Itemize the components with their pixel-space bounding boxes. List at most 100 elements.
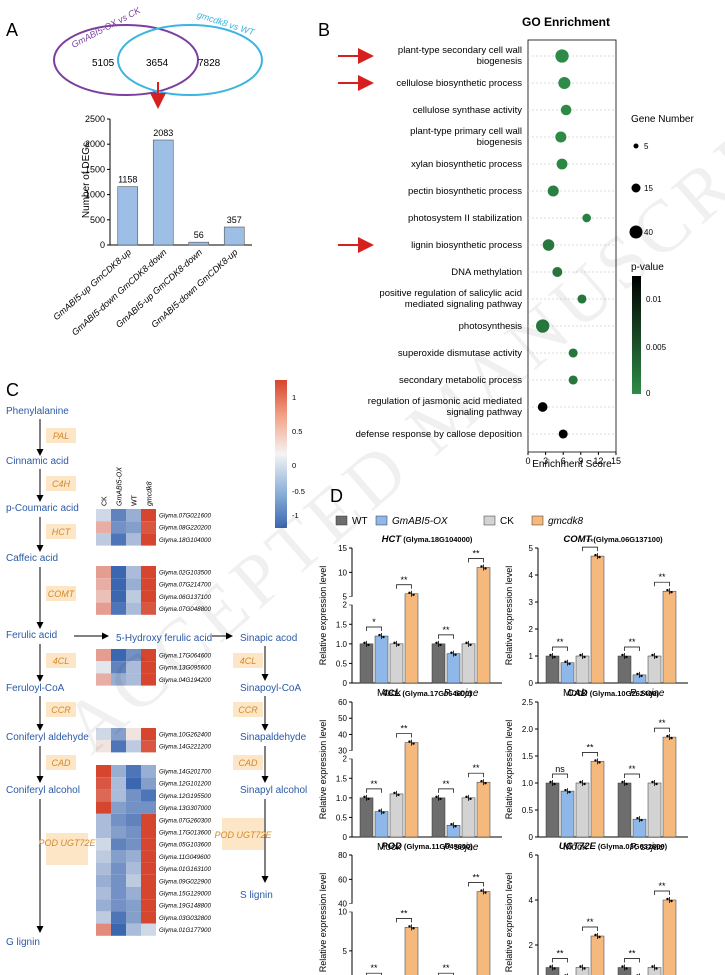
heatmap-cell bbox=[141, 649, 156, 662]
qpcr-sig-label: ** bbox=[628, 764, 636, 774]
heatmap-cell bbox=[111, 649, 126, 662]
enzyme-label: C4H bbox=[52, 479, 71, 489]
qpcr-group-label: Mock bbox=[563, 688, 588, 699]
venn-left-count: 5105 bbox=[92, 58, 115, 69]
go-term-line: pectin biosynthetic process bbox=[408, 186, 522, 197]
go-term-line: superoxide dismutase activity bbox=[398, 348, 522, 359]
qpcr-bar bbox=[662, 736, 677, 838]
go-bubble-chart: GO Enrichment Enrichment Score Gene Numb… bbox=[338, 15, 694, 470]
heatmap-gene-label: Glyma.04G194200 bbox=[159, 677, 211, 684]
qpcr-gene-paren: ) bbox=[469, 689, 472, 698]
qpcr-ylabel: Relative expression level bbox=[504, 873, 514, 973]
qpcr-ytick-label: 2 bbox=[343, 755, 348, 764]
compound-label: Cinnamic acid bbox=[6, 456, 69, 467]
qpcr-ytick-label: 2 bbox=[529, 625, 534, 634]
qpcr-point bbox=[480, 565, 483, 568]
qpcr-title: UGT72E (Glyma.03G032800) bbox=[559, 841, 668, 852]
heatmap-colorbar bbox=[275, 380, 287, 528]
qpcr-bar bbox=[404, 742, 419, 838]
heatmap-gene-label: Glyma.17G013600 bbox=[159, 830, 211, 837]
qpcr-sig-label: ** bbox=[442, 779, 450, 789]
qpcr-sig-bracket bbox=[438, 972, 454, 975]
heatmap-cell bbox=[141, 862, 156, 875]
qpcr-point bbox=[435, 641, 438, 645]
qpcr-point bbox=[378, 809, 381, 812]
heatmap-cell bbox=[126, 923, 141, 936]
heatmap-cell bbox=[111, 789, 126, 802]
heatmap-cell bbox=[111, 899, 126, 912]
qpcr-title: CAD (Glyma.10G262400) bbox=[567, 688, 659, 699]
qpcr-gene-paren: ) bbox=[656, 689, 659, 698]
heatmap-column-label: WT bbox=[132, 494, 139, 506]
qpcr-legend-swatch bbox=[531, 515, 544, 526]
qpcr-gene-paren: ( bbox=[401, 535, 406, 544]
go-term-line: photosynthesis bbox=[459, 321, 523, 332]
heatmap-cell bbox=[141, 911, 156, 924]
enzyme-box bbox=[233, 702, 263, 717]
qpcr-sig-bracket bbox=[396, 918, 412, 923]
qpcr-bar bbox=[461, 797, 476, 838]
heatmap-gene-label: Glyma.05G103600 bbox=[159, 842, 211, 849]
heatmap-cell bbox=[111, 826, 126, 839]
compound-label: Sinapic acod bbox=[240, 633, 297, 644]
qpcr-ytick-label: 40 bbox=[338, 900, 347, 909]
qpcr-point bbox=[412, 742, 415, 745]
qpcr-point bbox=[484, 891, 487, 894]
heatmap-cell bbox=[141, 509, 156, 522]
heatmap-cell bbox=[141, 801, 156, 814]
enzyme-label: HCT bbox=[52, 527, 72, 537]
go-bubble bbox=[558, 76, 571, 90]
go-term-line: plant-type secondary cell wall bbox=[398, 45, 522, 56]
heatmap-cell bbox=[111, 602, 126, 615]
qpcr-ytick-label: 6 bbox=[529, 851, 534, 860]
qpcr-point bbox=[655, 655, 658, 659]
qpcr-bar bbox=[545, 655, 560, 684]
qpcr-point bbox=[655, 967, 658, 970]
compound-label: S lignin bbox=[240, 890, 273, 901]
qpcr-sig-label: ** bbox=[442, 963, 450, 973]
qpcr-gene-id: Glyma.06G137100 bbox=[596, 535, 660, 544]
qpcr-bar bbox=[617, 782, 632, 838]
qpcr-point bbox=[670, 591, 673, 594]
heatmap-cell bbox=[96, 673, 111, 686]
qpcr-ytick-label: 40 bbox=[338, 730, 347, 739]
qpcr-point bbox=[670, 899, 673, 903]
qpcr-sig-bracket bbox=[438, 788, 454, 793]
heatmap-cell bbox=[141, 874, 156, 887]
deg-bar-label: 1158 bbox=[118, 175, 137, 185]
deg-ytick-label: 2000 bbox=[85, 139, 105, 149]
go-title: GO Enrichment bbox=[522, 15, 610, 29]
qpcr-bar bbox=[560, 790, 575, 838]
heatmap-cell bbox=[126, 874, 141, 887]
qpcr-bar bbox=[560, 662, 575, 684]
qpcr-point bbox=[640, 818, 643, 822]
heatmap-cell bbox=[96, 899, 111, 912]
qpcr-sig-bracket bbox=[552, 773, 568, 778]
go-term-label: pectin biosynthetic process bbox=[408, 186, 522, 197]
lignin-pathway: Phenylalanine Cinnamic acid p-Coumaric aci… bbox=[6, 406, 307, 948]
qpcr-point bbox=[469, 643, 472, 647]
go-term-line: photosystem II stabilization bbox=[408, 213, 522, 224]
heatmap-cell bbox=[111, 533, 126, 546]
heatmap-cell bbox=[111, 862, 126, 875]
heatmap-gene-label: Glyma.15G129000 bbox=[159, 891, 211, 898]
qpcr-point bbox=[435, 795, 438, 799]
heatmap-gene-label: Glyma.01G177900 bbox=[159, 927, 211, 934]
heatmap-column-label: CK bbox=[102, 496, 109, 506]
qpcr-ytick-label: 1.0 bbox=[336, 794, 348, 803]
heatmap-cell bbox=[96, 533, 111, 546]
heatmap-cell bbox=[96, 862, 111, 875]
qpcr-point bbox=[480, 889, 483, 892]
qpcr-point bbox=[579, 780, 582, 784]
qpcr-point bbox=[625, 655, 628, 659]
enzyme-label: CAD bbox=[238, 758, 258, 768]
qpcr-sig-bracket bbox=[552, 646, 568, 651]
enzyme-label: CCR bbox=[51, 705, 71, 715]
qpcr-ylabel: Relative expression level bbox=[318, 873, 328, 973]
qpcr-point bbox=[553, 967, 556, 970]
go-term-label: xylan biosynthetic process bbox=[411, 159, 522, 170]
go-bubble bbox=[547, 185, 559, 197]
qpcr-ytick-label: 1.5 bbox=[522, 752, 534, 761]
qpcr-ylabel: Relative expression level bbox=[504, 566, 514, 666]
qpcr-gene-paren: ) bbox=[470, 842, 473, 851]
